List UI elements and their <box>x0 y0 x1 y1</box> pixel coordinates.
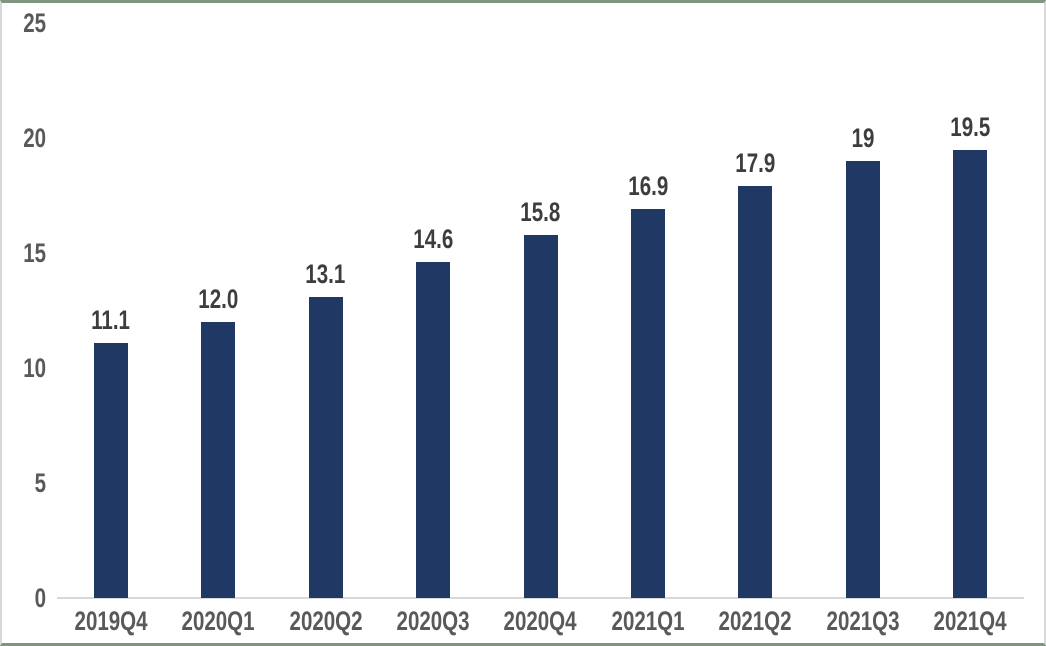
x-axis-category-label: 2021Q4 <box>933 606 1007 636</box>
y-axis-tick-label: 5 <box>34 468 46 498</box>
y-axis-tick-label: 10 <box>23 353 46 383</box>
bar <box>845 161 880 598</box>
x-axis-category-label: 2020Q1 <box>181 606 255 636</box>
bar-value-label: 14.6 <box>413 224 454 255</box>
bar <box>201 322 236 598</box>
bar-value-label: 19.5 <box>950 111 991 142</box>
bar-value-label: 15.8 <box>520 196 561 227</box>
bar-value-label: 16.9 <box>627 171 668 202</box>
y-axis-tick-label: 20 <box>23 123 46 153</box>
bar <box>953 149 988 598</box>
bar-value-label: 12.0 <box>198 284 239 314</box>
x-axis-category-label: 2021Q1 <box>611 606 685 636</box>
bar-value-label: 13.1 <box>305 258 346 289</box>
y-axis-tick-label: 15 <box>23 238 46 268</box>
bar <box>416 262 451 598</box>
x-axis-category-label: 2021Q3 <box>826 606 900 636</box>
x-axis-category-label: 2020Q4 <box>503 606 578 636</box>
bar <box>93 342 128 598</box>
y-axis-tick-label: 25 <box>23 8 46 38</box>
bar <box>738 186 773 598</box>
x-axis-category-label: 2021Q2 <box>718 606 792 636</box>
y-axis-tick-label: 0 <box>34 583 46 613</box>
bar-value-label: 19 <box>851 123 875 153</box>
bar-chart: 0 5 10 15 20 25 11.1 2019Q4 12.0 2020Q1 13.1 2020Q2… <box>2 3 1044 643</box>
x-axis-category-label: 2019Q4 <box>74 606 148 636</box>
bar <box>523 234 558 598</box>
x-axis-category-label: 2020Q3 <box>396 606 470 636</box>
bar-value-label: 17.9 <box>735 148 776 179</box>
bar <box>308 296 343 598</box>
bar <box>630 209 665 598</box>
bar-value-label: 11.1 <box>91 304 131 335</box>
x-axis-category-label: 2020Q2 <box>289 606 363 636</box>
x-axis-line <box>57 597 1024 599</box>
